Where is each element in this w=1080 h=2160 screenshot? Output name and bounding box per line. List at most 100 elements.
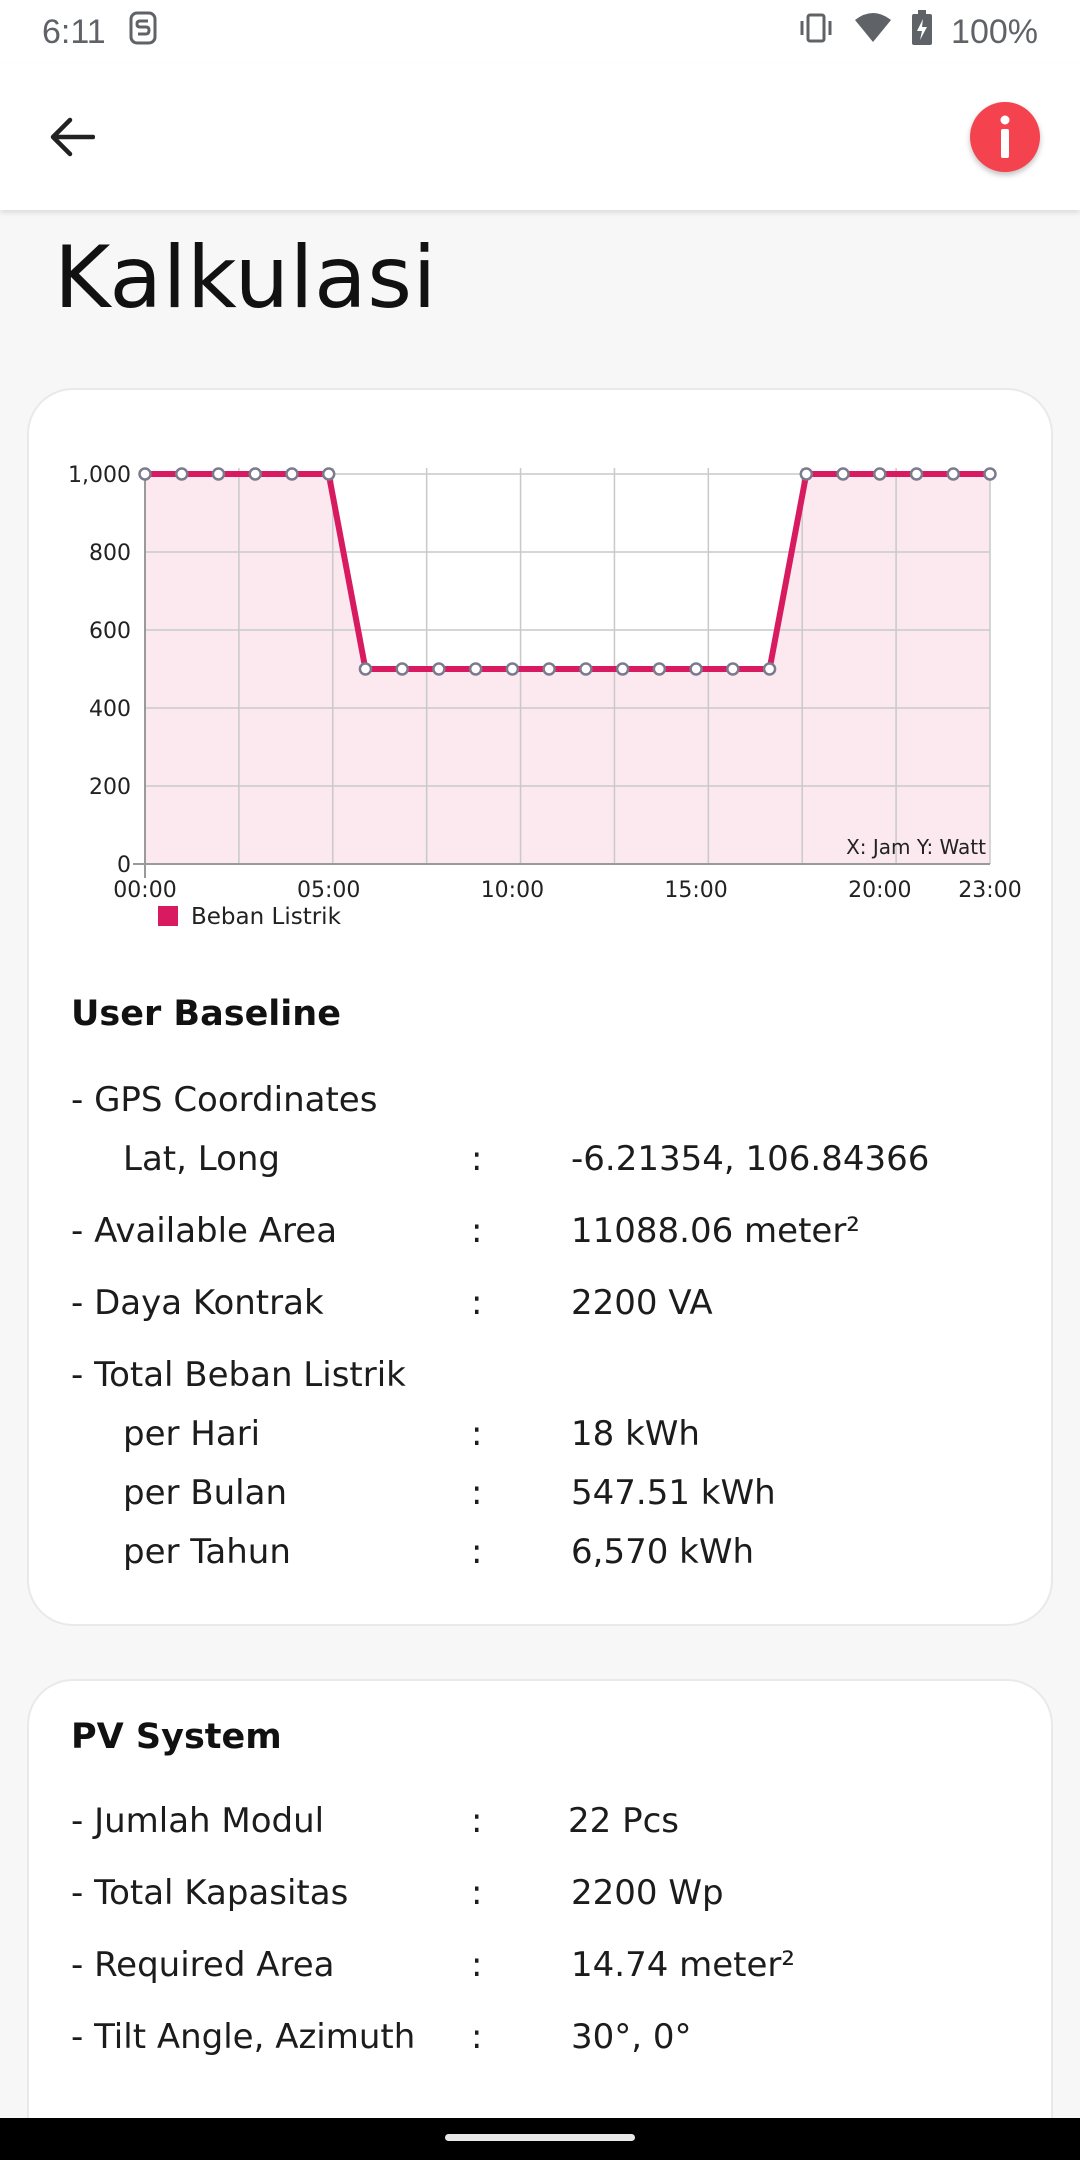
per-bulan-value: 547.51 kWh (571, 1473, 776, 1513)
required-area-row: - Required Area : 14.74 meter² (71, 1945, 1031, 1995)
available-area-label: - Available Area (71, 1211, 338, 1251)
legend-swatch (158, 906, 178, 926)
legend-label: Beban Listrik (191, 904, 342, 930)
y-tick-label: 200 (89, 775, 131, 800)
data-point (799, 467, 814, 481)
data-point (762, 662, 777, 676)
x-tick-label: 00:00 (113, 878, 176, 903)
axis-units-annotation: X: Jam Y: Watt (846, 835, 986, 859)
required-area-value: 14.74 meter² (571, 1945, 796, 1985)
colon: : (471, 1473, 483, 1513)
colon: : (471, 1801, 483, 1841)
data-point (836, 467, 850, 481)
y-tick-label: 400 (89, 697, 131, 722)
gps-coordinates-row: - GPS Coordinates (71, 1080, 1031, 1130)
colon: : (471, 1414, 483, 1454)
colon: : (471, 1945, 483, 1985)
data-point (138, 467, 152, 481)
wifi-icon (853, 12, 893, 53)
y-tick-label: 1,000 (68, 463, 131, 488)
data-point (909, 467, 924, 481)
data-point (983, 467, 997, 481)
battery-charging-icon (911, 9, 933, 55)
home-gesture-handle[interactable] (445, 2134, 635, 2141)
lat-long-label: Lat, Long (123, 1139, 281, 1179)
pv-system-title: PV System (71, 1717, 282, 1757)
data-point (542, 662, 556, 676)
x-tick-label: 15:00 (664, 878, 727, 903)
daya-kontrak-label: - Daya Kontrak (71, 1283, 324, 1323)
user-baseline-card: 0 200 400 600 800 1,000 00:00 05:00 10:00 15:00 20… (27, 388, 1053, 1626)
tilt-azimuth-label: - Tilt Angle, Azimuth (71, 2017, 416, 2057)
x-tick-label: 05:00 (297, 878, 360, 903)
y-tick-label: 0 (117, 853, 131, 878)
data-point (505, 662, 520, 676)
jumlah-modul-label: - Jumlah Modul (71, 1801, 325, 1841)
back-button[interactable] (46, 111, 98, 163)
per-tahun-value: 6,570 kWh (571, 1532, 754, 1572)
tilt-azimuth-row: - Tilt Angle, Azimuth : 30°, 0° (71, 2017, 1031, 2067)
x-tick-label: 23:00 (958, 878, 1021, 903)
app-bar (0, 64, 1080, 210)
available-area-row: - Available Area : 11088.06 meter² (71, 1211, 1031, 1261)
load-chart: 0 200 400 600 800 1,000 00:00 05:00 10:00 15:00 20… (68, 463, 1022, 930)
per-hari-row: per Hari : 18 kWh (71, 1414, 1031, 1464)
per-tahun-row: per Tahun : 6,570 kWh (71, 1532, 1031, 1582)
per-hari-label: per Hari (123, 1414, 261, 1454)
per-bulan-label: per Bulan (123, 1473, 287, 1513)
daya-kontrak-row: - Daya Kontrak : 2200 VA (71, 1283, 1031, 1333)
page-title: Kalkulasi (54, 228, 437, 328)
gps-coordinates-label: - GPS Coordinates (71, 1080, 378, 1120)
per-tahun-label: per Tahun (123, 1532, 291, 1572)
notification-s-icon (128, 11, 158, 54)
colon: : (471, 1532, 483, 1572)
pv-system-card: PV System - Jumlah Modul : 22 Pcs - Tota… (27, 1679, 1053, 2160)
arrow-left-icon (50, 117, 95, 157)
colon: : (471, 1873, 483, 1913)
total-kapasitas-row: - Total Kapasitas : 2200 Wp (71, 1873, 1031, 1923)
total-kapasitas-label: - Total Kapasitas (71, 1873, 349, 1913)
status-bar: 6:11 100% (0, 0, 1080, 64)
data-point (321, 467, 336, 481)
lat-long-value: -6.21354, 106.84366 (571, 1139, 930, 1179)
x-tick-label: 10:00 (481, 878, 544, 903)
data-point (873, 467, 887, 481)
battery-percent: 100% (951, 12, 1038, 51)
data-point (211, 467, 226, 481)
data-point (946, 467, 961, 481)
vibrate-icon (797, 12, 835, 53)
data-point (248, 467, 262, 481)
data-point (395, 662, 409, 676)
tilt-azimuth-value: 30°, 0° (571, 2017, 692, 2057)
colon: : (471, 1139, 483, 1179)
colon: : (471, 1211, 483, 1251)
x-tick-label: 20:00 (848, 878, 911, 903)
daya-kontrak-value: 2200 VA (571, 1283, 713, 1323)
data-point (174, 467, 189, 481)
data-point (726, 662, 740, 676)
data-point (689, 662, 703, 676)
data-point (652, 662, 667, 676)
y-tick-label: 600 (89, 619, 131, 644)
per-bulan-row: per Bulan : 547.51 kWh (71, 1473, 1031, 1523)
total-beban-label: - Total Beban Listrik (71, 1355, 406, 1395)
data-point (579, 662, 593, 676)
colon: : (471, 2017, 483, 2057)
per-hari-value: 18 kWh (571, 1414, 700, 1454)
data-point (615, 662, 630, 676)
jumlah-modul-row: - Jumlah Modul : 22 Pcs (71, 1801, 1031, 1851)
info-icon (1000, 115, 1010, 158)
data-point (468, 662, 483, 676)
colon: : (471, 1283, 483, 1323)
total-beban-row: - Total Beban Listrik (71, 1355, 1031, 1405)
info-button[interactable] (970, 102, 1040, 172)
required-area-label: - Required Area (71, 1945, 335, 1985)
status-time: 6:11 (42, 12, 106, 51)
data-point (358, 662, 373, 676)
navigation-bar (0, 2118, 1080, 2160)
available-area-value: 11088.06 meter² (571, 1211, 860, 1251)
total-kapasitas-value: 2200 Wp (571, 1873, 724, 1913)
data-point (432, 662, 446, 676)
y-tick-label: 800 (89, 541, 131, 566)
user-baseline-title: User Baseline (71, 994, 341, 1034)
